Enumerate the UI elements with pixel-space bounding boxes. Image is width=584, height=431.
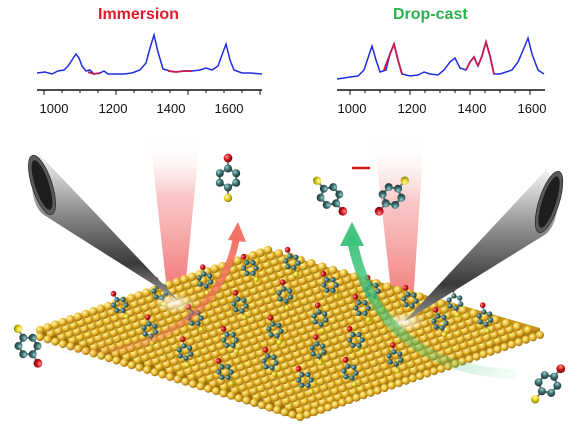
spectrum-dropcast: 1000 1200 1400 1600: [336, 35, 547, 116]
spectrum-dropcast-peak-3: [477, 38, 495, 75]
molecule-icon: [110, 290, 130, 320]
spectrum-immersion-ticks: [43, 90, 261, 95]
spectrum-dropcast-tick-1200: 1200: [398, 101, 427, 116]
molecule-icon: [341, 356, 359, 387]
spectrum-dropcast-line: [336, 35, 545, 80]
molecule-icon: [295, 365, 315, 395]
spectrum-immersion-line: [36, 32, 263, 75]
spectrum-immersion: 1000 1200 1400 1600: [36, 32, 263, 116]
molecule-icon: [346, 325, 366, 355]
molecule-icon: [311, 302, 329, 334]
molecule-icon: [240, 253, 260, 283]
spectrum-immersion-peak-1: [87, 71, 101, 75]
spectrum-dropcast-tick-1000: 1000: [338, 101, 367, 116]
hotspot-glow: [153, 293, 197, 313]
molecule-icon: [530, 364, 566, 404]
spectrum-immersion-tick-1200: 1200: [99, 101, 128, 116]
molecule-icon: [266, 314, 284, 345]
spectrum-immersion-tick-1000: 1000: [40, 101, 69, 116]
arrow-icon: [64, 236, 240, 355]
spectrum-immersion-tick-1600: 1600: [215, 101, 244, 116]
molecule-icon: [320, 270, 340, 300]
tip-cone-icon: [28, 154, 178, 300]
molecule-icon: [231, 289, 249, 320]
free-molecules: [13, 153, 566, 404]
spectrum-dropcast-peak-1: [383, 41, 403, 75]
arrow-icon: [347, 235, 517, 379]
spectrum-dropcast-title: Drop-cast: [393, 6, 468, 23]
spectrum-dropcast-tick-1600: 1600: [518, 101, 547, 116]
molecule-icon: [215, 357, 235, 387]
spectrum-dropcast-ticks: [349, 90, 531, 95]
molecule-icon: [386, 342, 404, 374]
molecule-icon: [276, 279, 294, 311]
molecule-icon: [352, 293, 372, 323]
adsorbed-molecules: [110, 246, 494, 395]
molecule-icon: [401, 284, 419, 315]
molecule-icon: [13, 324, 43, 368]
molecule-icon: [220, 325, 240, 355]
dimer-molecule-icon: [312, 166, 410, 216]
spectrum-immersion-tick-1400: 1400: [157, 101, 186, 116]
molecule-icon: [176, 336, 194, 368]
spectrum-dropcast-peak-2: [465, 55, 479, 71]
molecule-icon: [312, 176, 348, 216]
arrow-icon: [228, 222, 246, 242]
spectrum-dropcast-tick-1400: 1400: [458, 101, 487, 116]
molecule-icon: [476, 302, 494, 334]
laser-beam-icon: [374, 138, 424, 318]
molecule-icon: [431, 306, 449, 337]
molecule-icon: [283, 246, 301, 277]
molecule-icon: [261, 346, 279, 377]
tip-cone-icon: [404, 170, 564, 322]
spectrum-immersion-peak-2: [167, 70, 192, 73]
arrow-icon: [340, 222, 364, 246]
spectrum-immersion-title: Immersion: [98, 6, 179, 23]
molecule-icon: [309, 334, 327, 366]
molecule-icon: [374, 176, 410, 216]
molecule-icon: [215, 153, 241, 203]
laser-beam-icon: [150, 138, 200, 300]
